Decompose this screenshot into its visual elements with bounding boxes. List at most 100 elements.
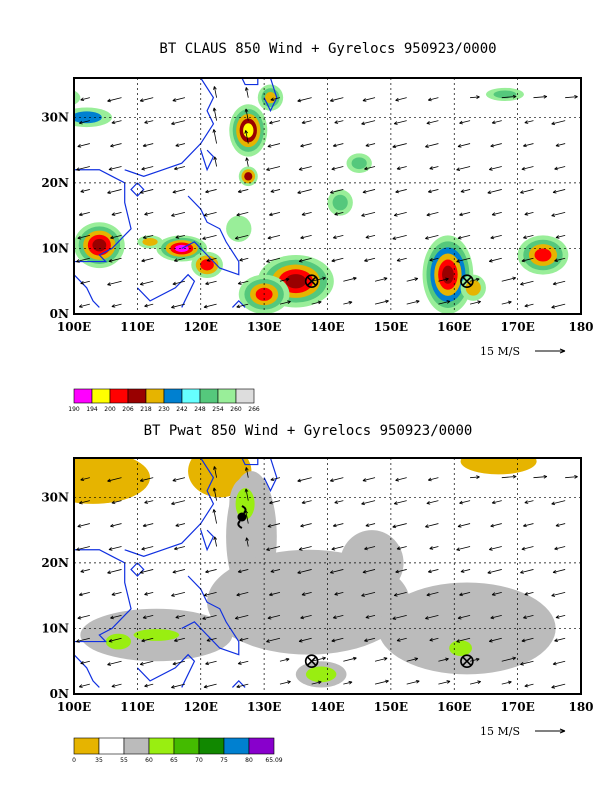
bottom-colorbar: 0 35 55 60 65 70 75 80 65.09	[72, 737, 283, 764]
bottom-grid	[74, 458, 581, 694]
wind-vector	[524, 592, 534, 596]
wind-vector	[551, 683, 566, 689]
colorbar-swatch	[248, 737, 275, 755]
wind-vector	[332, 523, 344, 528]
wind-vector	[469, 680, 482, 685]
wind-vector	[300, 143, 312, 148]
wind-vector	[469, 277, 480, 282]
bottom-wind-vectors	[76, 466, 578, 689]
wind-vector	[429, 546, 439, 550]
wind-vector	[392, 143, 407, 149]
wind-vector	[533, 474, 548, 479]
wind-vector	[426, 120, 439, 125]
wind-vector	[111, 592, 122, 596]
wind-vector	[488, 546, 502, 551]
wind-vector	[364, 257, 376, 263]
wind-vector	[392, 614, 407, 620]
wind-vector	[297, 477, 312, 483]
gyre-marker-cross	[307, 656, 317, 666]
wind-vector	[77, 614, 90, 620]
colorbar-label: 200	[104, 406, 116, 413]
wind-vector	[237, 660, 249, 665]
wind-vector	[266, 257, 281, 263]
wind-vector	[520, 280, 534, 286]
wind-vector	[142, 143, 154, 148]
wind-vector	[172, 477, 186, 482]
wind-vector	[427, 569, 439, 574]
wind-vector	[361, 592, 376, 597]
colorbar-swatch	[173, 737, 200, 755]
wind-vector	[311, 276, 326, 282]
wind-vector	[300, 523, 312, 528]
wind-vector	[110, 614, 122, 620]
colorbar-swatch	[163, 388, 183, 404]
wind-vector	[172, 189, 186, 194]
wind-vector	[239, 257, 249, 262]
wind-vector	[297, 97, 312, 103]
coastline	[200, 529, 215, 552]
wind-vector	[203, 303, 217, 309]
wind-vector	[77, 234, 90, 240]
y-tick-label: 10N	[41, 621, 69, 635]
wind-vector	[521, 166, 534, 171]
wind-vector	[77, 143, 90, 148]
wind-vector	[76, 166, 90, 171]
wind-vector	[490, 523, 502, 528]
colorbar-swatch	[91, 388, 111, 404]
wind-vector	[396, 546, 407, 551]
wind-vector	[393, 212, 407, 217]
wind-vector	[171, 500, 186, 506]
wind-vector	[406, 679, 420, 685]
wind-vector	[244, 108, 249, 121]
wind-vector	[267, 143, 281, 148]
wind-vector	[551, 303, 566, 309]
wind-vector	[429, 257, 439, 262]
wind-vector	[139, 477, 154, 483]
colorbar-label: 218	[140, 406, 152, 413]
bottom-ref-label: 15 M/S	[480, 725, 520, 738]
wind-vector	[406, 657, 419, 662]
wind-vector	[329, 97, 344, 103]
shading-blob	[15, 88, 69, 107]
top-colorbar: 190 194 200 206 218 230 242 248 254 260 266	[68, 388, 260, 413]
colorbar-label: 254	[212, 406, 224, 413]
wind-vector	[459, 212, 471, 217]
wind-vector	[491, 212, 502, 216]
wind-vector	[300, 234, 312, 240]
wind-vector	[361, 500, 376, 506]
wind-vector	[301, 212, 312, 216]
gyre-marker-cross	[462, 276, 472, 286]
wind-vector	[142, 614, 154, 619]
wind-vector	[487, 189, 502, 195]
shading-blob	[226, 215, 252, 242]
colorbar-label: 190	[68, 406, 80, 413]
wind-vector	[555, 614, 566, 619]
colorbar-label: 80	[245, 757, 253, 764]
wind-vector	[501, 474, 517, 479]
wind-vector	[244, 87, 249, 98]
bottom-title: BT Pwat 850 Wind + Gyrelocs 950923/0000	[144, 423, 473, 439]
colorbar-swatch	[123, 737, 150, 755]
colorbar-label: 266	[248, 406, 260, 413]
wind-vector	[459, 500, 471, 505]
wind-vector	[205, 569, 217, 574]
typhoon-symbol	[237, 512, 247, 522]
wind-vector	[456, 637, 471, 643]
wind-vector	[501, 300, 512, 305]
wind-vector	[457, 614, 471, 620]
wind-vector	[173, 257, 186, 263]
wind-vector	[77, 523, 90, 528]
wind-vector	[374, 277, 388, 282]
wind-vector	[172, 660, 186, 666]
colorbar-label: 194	[86, 406, 98, 413]
wind-vector	[488, 166, 502, 171]
bottom-shading	[74, 458, 556, 688]
colorbar-swatch	[148, 737, 175, 755]
colorbar-swatch	[181, 388, 201, 404]
wind-vector	[202, 614, 217, 620]
wind-vector	[364, 546, 376, 551]
wind-vector	[279, 277, 290, 282]
colorbar-label: 230	[158, 406, 170, 413]
wind-vector	[141, 166, 154, 171]
wind-vector	[521, 257, 534, 263]
